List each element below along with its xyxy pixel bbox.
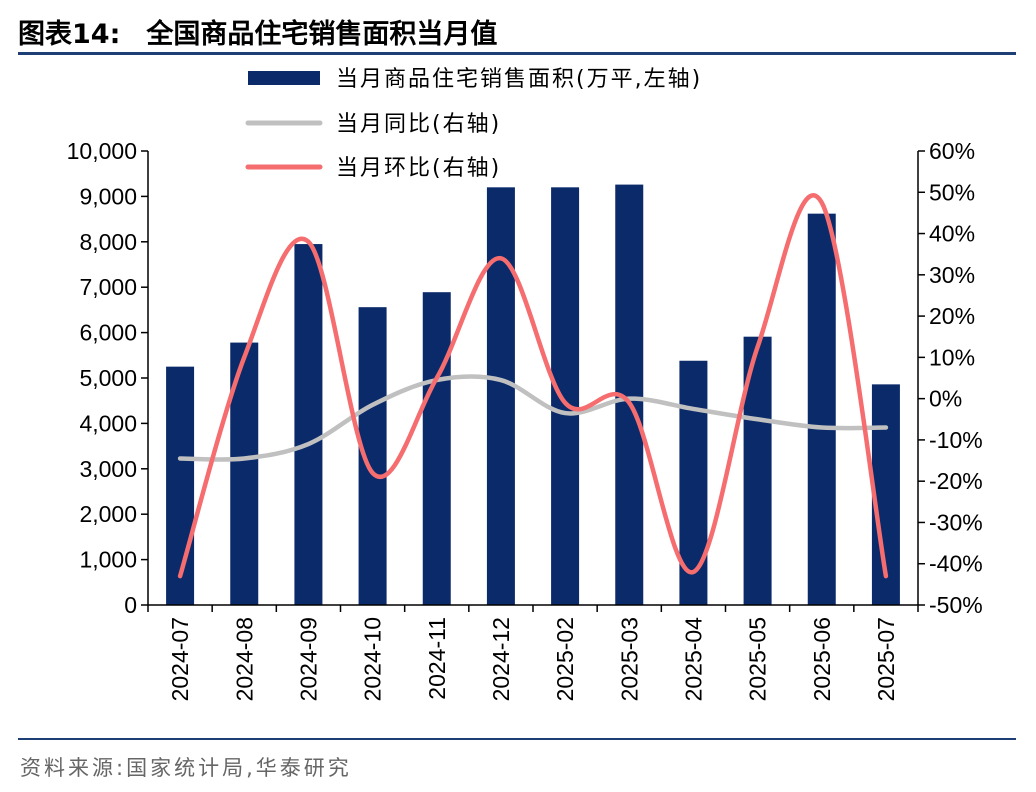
- legend-label: 当月环比(右轴): [336, 156, 501, 181]
- x-tick-label: 2024-09: [295, 617, 321, 701]
- figure-title-text: 全国商品住宅销售面积当月值: [146, 19, 498, 50]
- title-rule: [18, 52, 1016, 55]
- y-right-tick-label: 40%: [929, 221, 975, 247]
- x-tick-label: 2024-08: [231, 617, 257, 701]
- source-note: 资料来源:国家统计局,华泰研究: [20, 756, 352, 780]
- y-right-tick-label: -40%: [929, 551, 983, 577]
- x-tick-label: 2025-05: [745, 617, 771, 701]
- source-rule: [18, 738, 1016, 740]
- legend-label: 当月同比(右轴): [336, 112, 501, 137]
- y-left-tick-label: 2,000: [79, 501, 137, 527]
- y-right-tick-label: 60%: [929, 138, 975, 164]
- y-left-tick-label: 3,000: [79, 456, 137, 482]
- x-tick-label: 2024-07: [167, 617, 193, 701]
- axes: 0 1,000 2,000 3,000 4,000 5,000 6,000 7,000 8,00…: [67, 138, 983, 701]
- bar-series: [166, 184, 900, 606]
- y-right-tick-label: 10%: [929, 344, 975, 370]
- y-right-tick-label: -50%: [929, 592, 983, 618]
- figure-number: 图表14:: [18, 19, 121, 50]
- bar-2024-09: [294, 244, 323, 605]
- y-right-tick-label: 30%: [929, 262, 975, 288]
- y-left-tick-label: 10,000: [67, 138, 137, 164]
- y-right-tick-label: -10%: [929, 427, 983, 453]
- y-left-tick-label: 5,000: [79, 365, 137, 391]
- x-tick-label: 2025-03: [616, 617, 642, 701]
- y-left-tick-label: 6,000: [79, 320, 137, 346]
- y-left-tick-label: 1,000: [79, 547, 137, 573]
- y-right-tick-label: -30%: [929, 509, 983, 535]
- x-tick-label: 2025-04: [680, 617, 706, 702]
- y-left-tick-label: 8,000: [79, 229, 137, 255]
- legend-label: 当月商品住宅销售面积(万平,左轴): [336, 67, 702, 92]
- legend-swatch-bar: [248, 71, 320, 85]
- x-tick-label: 2025-02: [552, 617, 578, 701]
- y-left-tick-label: 0: [124, 592, 137, 618]
- y-right-tick-label: 20%: [929, 303, 975, 329]
- y-right-tick-label: 0%: [929, 386, 962, 412]
- x-tick-label: 2025-06: [809, 617, 835, 701]
- bar-2024-12: [486, 187, 515, 605]
- figure-title: 图表14: 全国商品住宅销售面积当月值: [18, 12, 497, 51]
- y-right-tick-label: -20%: [929, 468, 983, 494]
- bar-2024-07: [166, 366, 195, 605]
- line-series: [177, 193, 889, 579]
- legend: 当月商品住宅销售面积(万平,左轴) 当月同比(右轴) 当月环比(右轴): [245, 67, 702, 181]
- y-left-tick-label: 9,000: [79, 183, 137, 209]
- line-yoy: [177, 374, 889, 462]
- x-tick-label: 2024-10: [360, 617, 386, 701]
- line-mom: [177, 193, 889, 579]
- x-tick-label: 2025-07: [873, 617, 899, 701]
- bar-2025-02: [551, 187, 580, 605]
- y-left-tick-label: 4,000: [79, 410, 137, 436]
- x-tick-label: 2024-12: [488, 617, 514, 701]
- y-left-tick-label: 7,000: [79, 274, 137, 300]
- x-tick-label: 2024-11: [424, 617, 450, 700]
- bar-2025-06: [807, 213, 836, 606]
- bar-2024-11: [422, 292, 451, 605]
- y-right-tick-label: 50%: [929, 179, 975, 205]
